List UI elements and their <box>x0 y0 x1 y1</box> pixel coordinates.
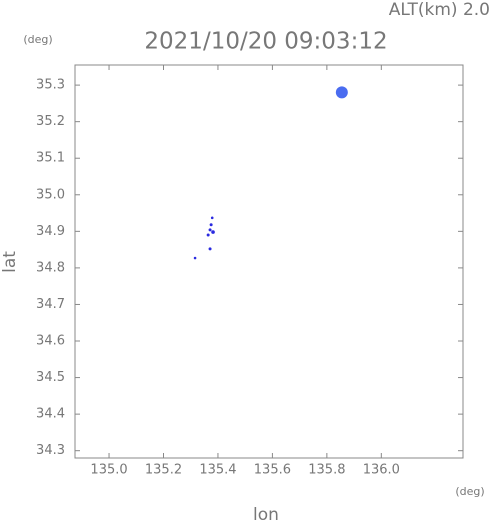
x-tick-label: 135.8 <box>308 463 345 478</box>
y-tick-label: 34.5 <box>36 370 65 385</box>
y-axis-label: lat <box>0 251 20 273</box>
x-tick-label: 135.2 <box>145 463 182 478</box>
y-tick-label: 35.3 <box>36 78 65 93</box>
y-tick-label: 35.2 <box>36 114 65 129</box>
x-tick-label: 135.6 <box>254 463 291 478</box>
y-tick-label: 34.8 <box>36 260 65 275</box>
plot-frame <box>74 64 464 459</box>
point <box>206 233 210 237</box>
y-tick-label: 34.7 <box>36 297 65 312</box>
x-axis-label: lon <box>253 505 279 521</box>
x-tick-label: 135.0 <box>90 463 127 478</box>
point <box>210 216 214 220</box>
x-unit: (deg) <box>455 485 484 498</box>
point <box>208 228 212 232</box>
point <box>209 223 213 227</box>
x-tick-label: 135.4 <box>199 463 236 478</box>
y-tick-label: 34.3 <box>36 443 65 458</box>
point <box>211 230 215 234</box>
y-tick-label: 34.4 <box>36 407 65 422</box>
x-tick-label: 136.0 <box>363 463 400 478</box>
y-unit: (deg) <box>23 33 52 46</box>
point <box>208 247 212 251</box>
y-tick-label: 34.9 <box>36 224 65 239</box>
chart-title: 2021/10/20 09:03:12 <box>144 29 387 55</box>
altitude-label: ALT(km) 2.0 <box>389 0 490 20</box>
y-tick-label: 35.0 <box>36 187 65 202</box>
y-tick-label: 35.1 <box>36 151 65 166</box>
point <box>193 256 197 260</box>
y-tick-label: 34.6 <box>36 334 65 349</box>
point <box>335 86 348 99</box>
